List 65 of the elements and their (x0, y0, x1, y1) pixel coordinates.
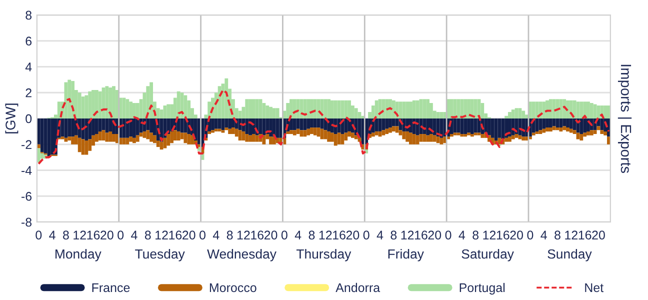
x-tick-label: 0 (527, 230, 534, 240)
text: Wednesday (207, 248, 276, 262)
legend-label: Net (585, 283, 604, 292)
x-tick-label: 0 (200, 230, 206, 240)
legend-label: Andorra (336, 282, 380, 292)
text: Sunday (548, 248, 592, 262)
x-tick-label: 16 (87, 230, 100, 240)
x-tick-label: 20 (100, 230, 114, 240)
x-tick-label: 4 (376, 230, 384, 240)
legend-label: Morocco (210, 283, 256, 292)
text: Monday (56, 248, 102, 262)
x-tick-label: 8 (63, 230, 69, 240)
y-tick-label: 8 (26, 10, 32, 20)
x-tick-label: 4 (131, 230, 138, 240)
legend-label: Portugal (460, 282, 505, 295)
x-tick-label: 16 (169, 230, 182, 240)
text: Saturday (462, 248, 514, 262)
x-tick-label: 12 (74, 230, 86, 240)
x-tick-label: 8 (390, 230, 397, 240)
x-tick-label: 12 (237, 230, 250, 240)
x-tick-label: 8 (554, 230, 560, 240)
x-tick-label: 16 (414, 230, 428, 240)
y2-axis-title: Imports | Exports (618, 64, 632, 173)
x-tick-label: 16 (333, 230, 346, 240)
x-tick-label: 20 (264, 230, 278, 240)
x-tick-label: 0 (281, 230, 288, 240)
y-tick-label: 4 (25, 62, 32, 72)
x-tick-label: 8 (144, 230, 151, 240)
x-tick-label: 4 (49, 230, 56, 240)
x-tick-label: 20 (592, 230, 605, 240)
x-tick-label: 8 (226, 230, 233, 240)
x-tick-label: 8 (308, 230, 315, 240)
x-tick-label: 8 (472, 230, 479, 240)
x-tick-label: 4 (294, 230, 302, 240)
x-tick-label: 4 (540, 230, 547, 240)
legend-label: France (92, 283, 130, 292)
x-tick-label: 4 (212, 230, 220, 240)
x-tick-label: 20 (346, 230, 360, 240)
y-tick-label: 2 (26, 88, 32, 98)
y-tick-label: -6 (22, 192, 32, 201)
x-tick-label: 16 (578, 230, 592, 240)
x-tick-label: 12 (156, 230, 168, 240)
x-tick-label: 4 (458, 230, 466, 240)
x-tick-label: 0 (118, 230, 124, 240)
text: Friday (388, 248, 424, 262)
x-tick-label: 12 (401, 230, 414, 240)
y-tick-label: -8 (22, 218, 32, 227)
y-tick-label: -2 (22, 140, 32, 149)
x-tick-label: 0 (363, 230, 370, 240)
y-tick-label: 6 (26, 36, 32, 46)
x-tick-label: 16 (496, 230, 510, 240)
y-tick-label: 0 (26, 114, 32, 124)
x-tick-label: 16 (251, 230, 264, 240)
x-tick-label: 12 (565, 230, 578, 240)
text: Tuesday (135, 248, 185, 262)
x-tick-label: 20 (182, 230, 196, 240)
x-tick-label: 0 (36, 230, 42, 240)
x-tick-label: 0 (445, 230, 452, 240)
x-tick-label: 12 (483, 230, 496, 240)
x-tick-label: 20 (510, 230, 524, 240)
y-tick-label: -4 (22, 166, 32, 175)
x-tick-label: 12 (319, 230, 332, 240)
y-axis-title: [GW] (5, 104, 18, 134)
x-tick-label: 20 (428, 230, 442, 240)
text: Thursday (296, 248, 352, 262)
